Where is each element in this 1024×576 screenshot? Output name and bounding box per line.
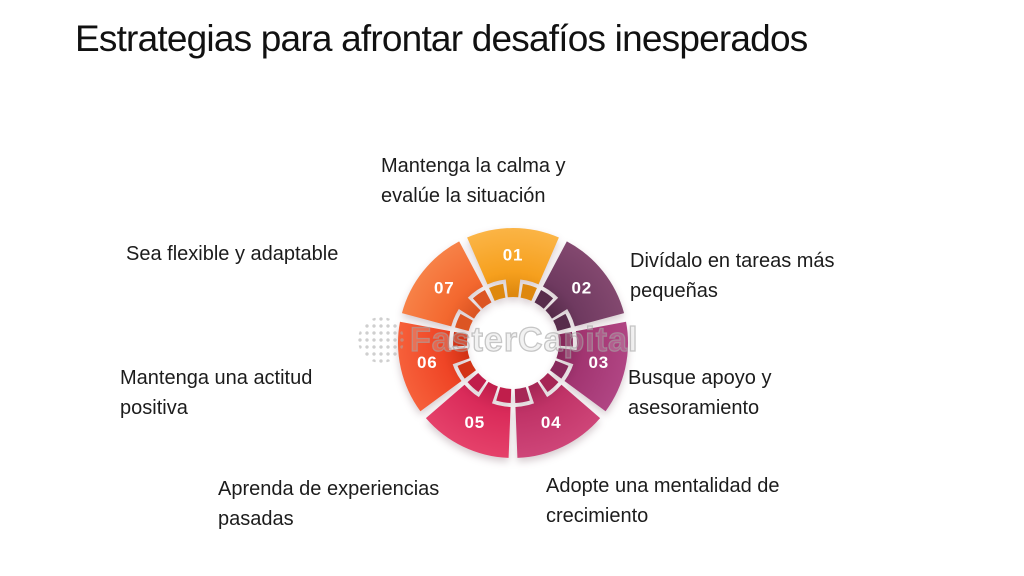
- segment-03-inner-arc-0: [558, 331, 573, 347]
- segment-02-wedge: [542, 241, 625, 327]
- segment-05-wedge: [425, 384, 511, 458]
- segment-label-06: Mantenga una actitud positiva: [120, 367, 313, 419]
- segment-05-inner-arc-0: [496, 387, 512, 403]
- segment-05-inner-arc-1: [467, 373, 487, 393]
- segment-label-02: Divídalo en tareas más pequeñas: [630, 250, 835, 302]
- segment-03-number: 03: [589, 353, 610, 372]
- segment-02-inner-arc-1: [553, 313, 571, 332]
- segment-03-tab: [556, 348, 580, 366]
- segment-03-inner-arc-1: [550, 360, 569, 379]
- segment-01-wedge: [467, 228, 559, 285]
- circular-diagram: 01 02 03 04 05 06 07: [383, 213, 643, 473]
- segment-label-04: Adopte una mentalidad de crecimiento: [546, 475, 780, 527]
- segment-06-number: 06: [417, 353, 438, 372]
- segment-06-inner-arc-0: [457, 360, 476, 379]
- segment-04-number: 04: [541, 413, 562, 432]
- segment-05-number: 05: [465, 413, 486, 432]
- segment-07-number: 07: [434, 279, 455, 298]
- segment-07-inner-arc-0: [455, 313, 473, 332]
- segment-label-05: Aprenda de experiencias pasadas: [218, 478, 440, 530]
- segment-02-inner-arc-0: [534, 289, 554, 309]
- segment-06-inner-arc-1: [453, 331, 468, 347]
- segment-label-03: Busque apoyo y asesoramiento: [628, 367, 772, 419]
- segment-04-inner-arc-1: [514, 387, 530, 403]
- segment-02-number: 02: [572, 279, 593, 298]
- segment-03-wedge: [564, 321, 628, 412]
- segment-label-01: Mantenga la calma y evalúe la situación: [381, 155, 566, 207]
- segment-01-inner-arc-1: [520, 283, 537, 301]
- segment-06-wedge: [398, 321, 462, 412]
- segment-04-wedge: [515, 384, 601, 458]
- segment-06-tab: [446, 348, 470, 366]
- circular-diagram-svg: 01 02 03 04 05 06 07: [398, 228, 628, 458]
- segment-07-wedge: [401, 241, 484, 327]
- segment-01-number: 01: [503, 246, 524, 265]
- segment-04-inner-arc-0: [539, 373, 559, 393]
- page-title: Estrategias para afrontar desafíos inesp…: [75, 18, 808, 59]
- segment-01-tab: [505, 276, 521, 298]
- segment-07-inner-arc-1: [472, 289, 492, 309]
- segment-01-inner-arc-0: [489, 283, 506, 301]
- segment-label-07: Sea flexible y adaptable: [126, 243, 339, 265]
